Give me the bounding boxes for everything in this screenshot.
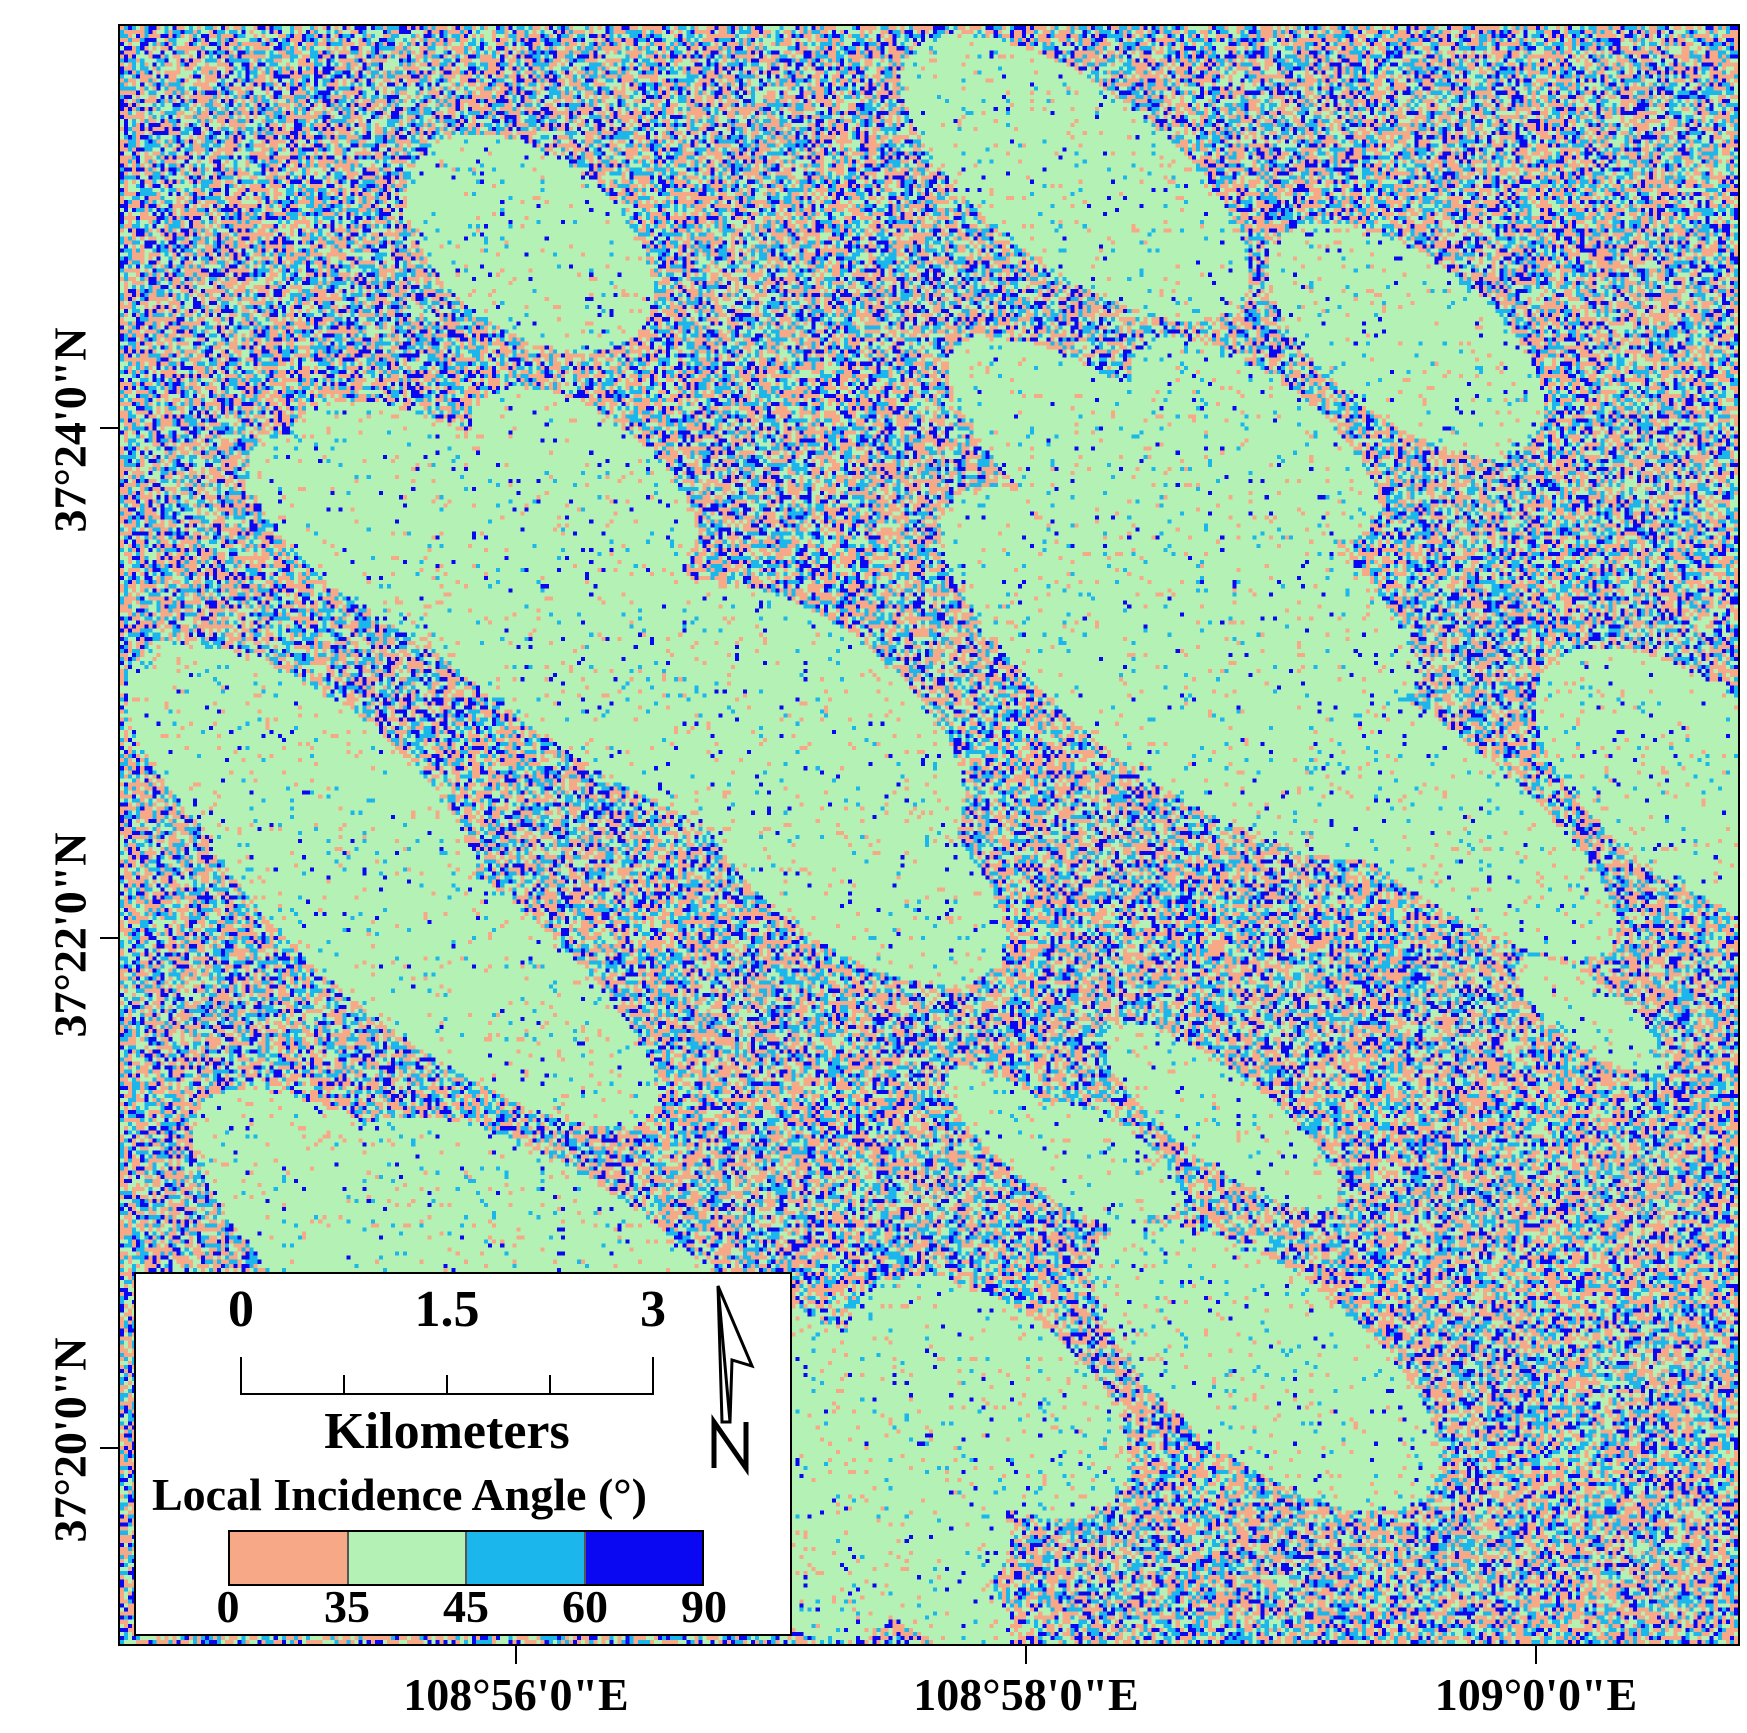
legend-swatch-60-90	[585, 1532, 702, 1584]
legend-title: Local Incidence Angle (°)	[152, 1469, 647, 1520]
lon-tick	[515, 1646, 517, 1664]
color-bar-label-0: 0	[216, 1581, 240, 1632]
scale-label-1-5: 1.5	[414, 1281, 480, 1338]
lon-tick	[1535, 1646, 1537, 1664]
lat-tick	[100, 427, 118, 429]
north-arrow-icon	[711, 1285, 755, 1476]
color-bar-label-45: 45	[443, 1581, 489, 1632]
scale-bar-tick	[446, 1375, 448, 1395]
scale-label-3: 3	[640, 1281, 666, 1338]
scale-bar-tick	[549, 1375, 551, 1395]
color-bar-label-35: 35	[324, 1581, 370, 1632]
color-bar	[228, 1530, 704, 1586]
lat-label-37-20: 37°20'0"N	[44, 1337, 96, 1543]
legend-swatch-45-60	[467, 1532, 586, 1584]
lat-tick	[100, 937, 118, 939]
lon-label-108-58: 108°58'0"E	[913, 1669, 1139, 1720]
scale-bar-tick	[343, 1375, 345, 1395]
lat-label-37-24: 37°24'0"N	[44, 327, 96, 533]
lon-label-108-56: 108°56'0"E	[403, 1669, 629, 1720]
scale-bar-tick	[652, 1357, 654, 1395]
lat-tick	[100, 1447, 118, 1449]
color-bar-label-90: 90	[681, 1581, 727, 1632]
scale-label-0: 0	[228, 1281, 254, 1338]
legend-swatch-0-35	[230, 1532, 349, 1584]
scale-bar-tick	[240, 1357, 242, 1395]
legend-swatch-35-45	[348, 1532, 467, 1584]
lat-label-37-22: 37°22'0"N	[44, 832, 96, 1038]
color-bar-label-60: 60	[562, 1581, 608, 1632]
legend-box: 0 1.5 3 Kilometers Local Incidence Angle…	[134, 1272, 792, 1636]
scale-bar-units: Kilometers	[324, 1403, 570, 1460]
lon-label-109-0: 109°0'0"E	[1434, 1669, 1638, 1720]
lon-tick	[1025, 1646, 1027, 1664]
